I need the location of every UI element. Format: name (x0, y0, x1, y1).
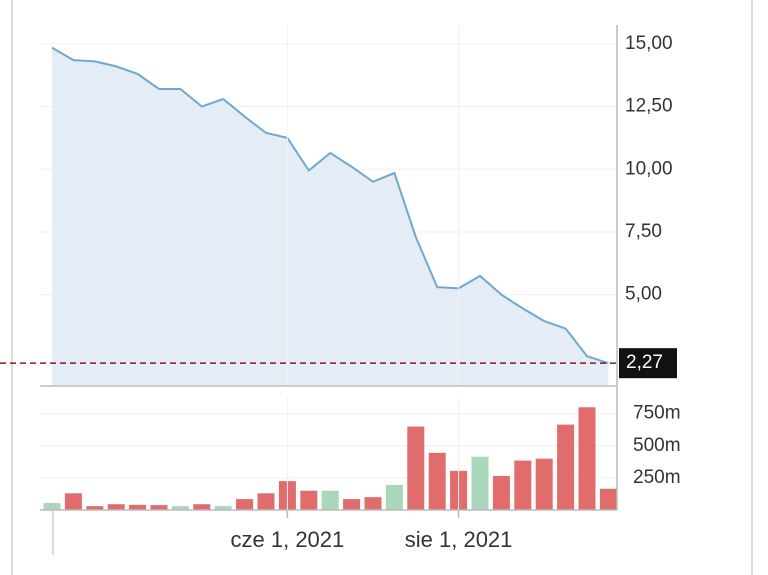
volume-bar (364, 497, 382, 510)
x-tick-label: sie 1, 2021 (405, 527, 513, 552)
volume-bar (492, 475, 510, 510)
volume-bar (64, 493, 82, 510)
volume-bar (214, 506, 232, 510)
y-tick-label: 250m (633, 467, 681, 488)
line (51, 46, 609, 365)
last-value-label: 2,27 (626, 352, 663, 373)
y-tick-label: 7,50 (625, 221, 662, 242)
volume-bar (471, 456, 489, 510)
volume-bar (343, 499, 361, 510)
volume-bar (514, 460, 532, 510)
y-tick-label: 500m (633, 435, 681, 456)
volume-bar (43, 502, 61, 510)
y-tick-label: 15,00 (625, 33, 673, 54)
volume-bar (578, 407, 596, 510)
volume-bar (535, 458, 553, 510)
area (52, 47, 609, 385)
volume-bar (236, 499, 254, 510)
volume-bar (86, 506, 104, 510)
volume-bar (107, 504, 125, 510)
y-tick-label: 5,00 (625, 284, 662, 305)
volume-bar (428, 452, 446, 510)
volume-bar (150, 505, 168, 510)
volume-bar (129, 504, 147, 510)
last-value-box (619, 348, 677, 379)
volume-bar (257, 493, 275, 510)
x-tick-label: cze 1, 2021 (231, 527, 345, 552)
y-tick-label: 750m (633, 403, 681, 424)
volume-bar (557, 424, 575, 510)
volume-bar (193, 504, 211, 510)
y-tick-label: 10,00 (625, 158, 673, 179)
volume-bar (385, 484, 403, 510)
volume-bar (407, 426, 425, 510)
volume-bar (171, 506, 189, 510)
volume-bar (321, 490, 339, 510)
volume-bar (300, 490, 318, 510)
y-tick-label: 12,50 (625, 96, 673, 117)
volume-bar (599, 488, 617, 510)
